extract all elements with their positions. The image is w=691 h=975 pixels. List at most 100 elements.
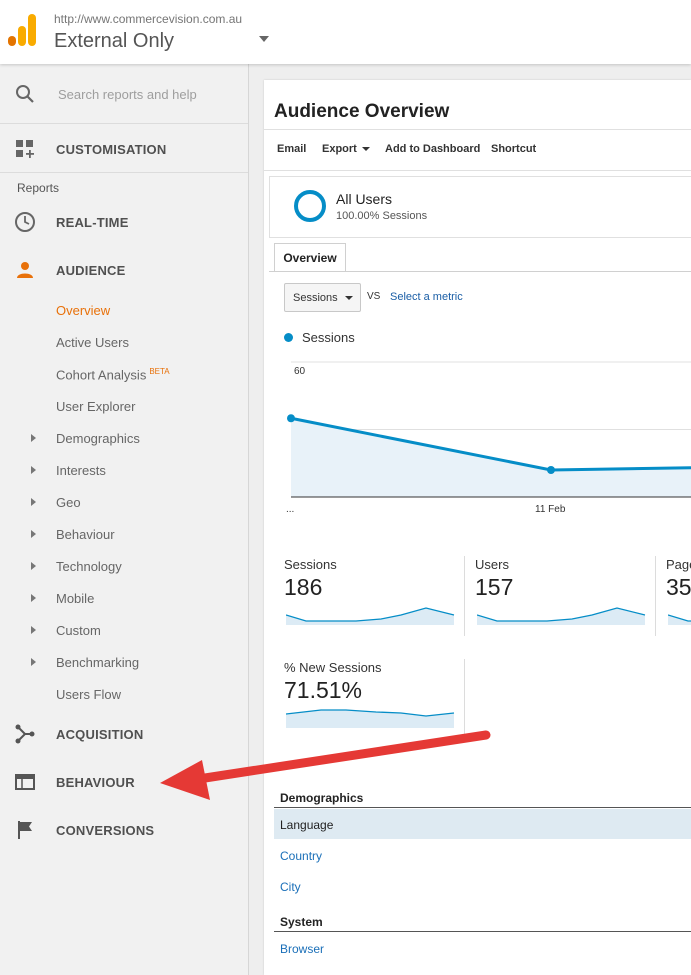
sessions-chart[interactable]: 6030...11 Feb: [285, 352, 691, 512]
segment-percentage: 100.00% Sessions: [336, 210, 428, 222]
sidebar-subitem-technology[interactable]: Technology: [56, 559, 122, 574]
sidebar-subitem-active-users[interactable]: Active Users: [56, 335, 129, 350]
divider: [264, 170, 691, 171]
expand-arrow-icon[interactable]: [31, 626, 36, 634]
chevron-down-icon[interactable]: [259, 36, 269, 42]
sidebar-item-customisation[interactable]: CUSTOMISATION: [0, 125, 248, 173]
sidebar-subitem-overview[interactable]: Overview: [56, 303, 111, 318]
sidebar-item-realtime[interactable]: REAL-TIME: [0, 198, 248, 246]
segment-name: All Users: [336, 191, 393, 207]
scorecard-value: 71.51%: [284, 677, 363, 703]
sidebar-subitem-mobile[interactable]: Mobile: [56, 591, 95, 606]
beta-badge: BETA: [149, 367, 170, 376]
scorecard-label: Page: [666, 557, 691, 572]
divider: [655, 556, 656, 636]
scorecard-value: 35: [666, 574, 691, 600]
expand-arrow-icon[interactable]: [31, 594, 36, 602]
sidebar-subitem-benchmarking[interactable]: Benchmarking: [56, 655, 140, 670]
expand-arrow-icon[interactable]: [31, 530, 36, 538]
y-tick-label: 60: [294, 366, 306, 377]
sidebar-item-audience[interactable]: AUDIENCE: [0, 246, 248, 294]
sidebar-item-conversions[interactable]: CONVERSIONS: [0, 806, 248, 854]
divider: [264, 129, 691, 130]
sidebar-item-label: ACQUISITION: [56, 726, 144, 742]
expand-arrow-icon[interactable]: [31, 434, 36, 442]
sidebar-subitem-custom[interactable]: Custom: [56, 623, 101, 638]
property-url: http://www.commercevision.com.au: [54, 12, 243, 26]
sparkline: [668, 614, 691, 625]
export-button[interactable]: Export: [322, 143, 370, 155]
sidebar-item-label: BEHAVIOUR: [56, 774, 135, 790]
shortcut-button[interactable]: Shortcut: [491, 143, 537, 155]
vs-label: VS: [367, 291, 381, 302]
acquisition-branch-icon: [14, 723, 36, 745]
series-area: [291, 418, 691, 497]
system-heading: System: [280, 915, 323, 929]
export-label: Export: [322, 143, 357, 155]
sidebar-item-behaviour[interactable]: BEHAVIOUR: [0, 758, 248, 806]
scorecard-label: % New Sessions: [284, 660, 382, 675]
search-bar[interactable]: Search reports and help: [0, 64, 248, 124]
expand-arrow-icon[interactable]: [31, 658, 36, 666]
tab-overview[interactable]: Overview: [274, 243, 346, 272]
email-button[interactable]: Email: [277, 143, 307, 155]
top-header: http://www.commercevision.com.au Externa…: [0, 0, 691, 64]
legend-dot: [284, 333, 293, 342]
legend-label: Sessions: [302, 330, 355, 345]
sidebar-subitem-geo[interactable]: Geo: [56, 495, 81, 510]
clock-icon: [14, 211, 36, 233]
metric-select[interactable]: Sessions: [284, 283, 361, 312]
segment-ring-icon: [294, 190, 326, 222]
x-tick-label: 11 Feb: [535, 504, 566, 512]
expand-arrow-icon[interactable]: [31, 498, 36, 506]
divider: [274, 931, 691, 932]
main-panel: Audience Overview Email Export Add to Da…: [264, 80, 691, 975]
sidebar-subitem-demographics[interactable]: Demographics: [56, 431, 140, 446]
x-tick-label: ...: [286, 504, 294, 512]
flag-icon: [14, 819, 36, 841]
segment-card[interactable]: All Users 100.00% Sessions: [269, 176, 691, 238]
divider: [464, 556, 465, 636]
divider: [464, 659, 465, 739]
chevron-down-icon: [361, 147, 370, 152]
scorecard-users[interactable]: Users 157: [475, 557, 657, 627]
scorecard-sessions[interactable]: Sessions 186: [284, 557, 466, 627]
scorecard-new-sessions[interactable]: % New Sessions 71.51%: [284, 660, 466, 730]
page-title: Audience Overview: [274, 101, 450, 122]
sparkline: [477, 607, 646, 625]
chevron-down-icon: [345, 296, 353, 300]
sparkline: [286, 709, 455, 728]
divider: [269, 271, 691, 272]
select-metric-link[interactable]: Select a metric: [390, 291, 463, 303]
scorecard-label: Sessions: [284, 557, 337, 572]
sidebar-subitem-interests[interactable]: Interests: [56, 463, 106, 478]
scorecard-value: 157: [475, 574, 514, 600]
sidebar-subitem-label: Cohort Analysis: [56, 367, 147, 383]
reports-heading: Reports: [17, 181, 60, 195]
demographics-heading: Demographics: [280, 791, 364, 805]
divider: [0, 172, 248, 173]
dimension-language[interactable]: Language: [274, 809, 691, 839]
dimension-city[interactable]: City: [280, 880, 301, 894]
sidebar-item-label: CUSTOMISATION: [56, 141, 167, 157]
sidebar-item-acquisition[interactable]: ACQUISITION: [0, 710, 248, 758]
sidebar: Search reports and help CUSTOMISATION Re…: [0, 64, 249, 975]
search-icon: [16, 85, 34, 103]
analytics-logo-icon[interactable]: [8, 14, 36, 46]
search-input[interactable]: Search reports and help: [58, 87, 197, 102]
scorecard-pages[interactable]: Page 35: [666, 557, 691, 627]
data-point: [287, 414, 295, 423]
expand-arrow-icon[interactable]: [31, 466, 36, 474]
sidebar-subitem-behaviour[interactable]: Behaviour: [56, 527, 115, 542]
dimension-browser[interactable]: Browser: [280, 942, 325, 956]
sidebar-item-label: AUDIENCE: [56, 262, 126, 278]
sidebar-subitem-users-flow[interactable]: Users Flow: [56, 687, 122, 702]
scorecard-label: Users: [475, 557, 509, 572]
expand-arrow-icon[interactable]: [31, 562, 36, 570]
sidebar-subitem-cohort-analysis[interactable]: Cohort Analysis BETA: [56, 367, 170, 382]
dimension-country[interactable]: Country: [280, 849, 323, 863]
view-selector[interactable]: External Only: [54, 30, 175, 52]
dashboard-grid-icon: [14, 138, 36, 160]
sidebar-subitem-user-explorer[interactable]: User Explorer: [56, 399, 136, 414]
add-to-dashboard-button[interactable]: Add to Dashboard: [385, 143, 481, 155]
